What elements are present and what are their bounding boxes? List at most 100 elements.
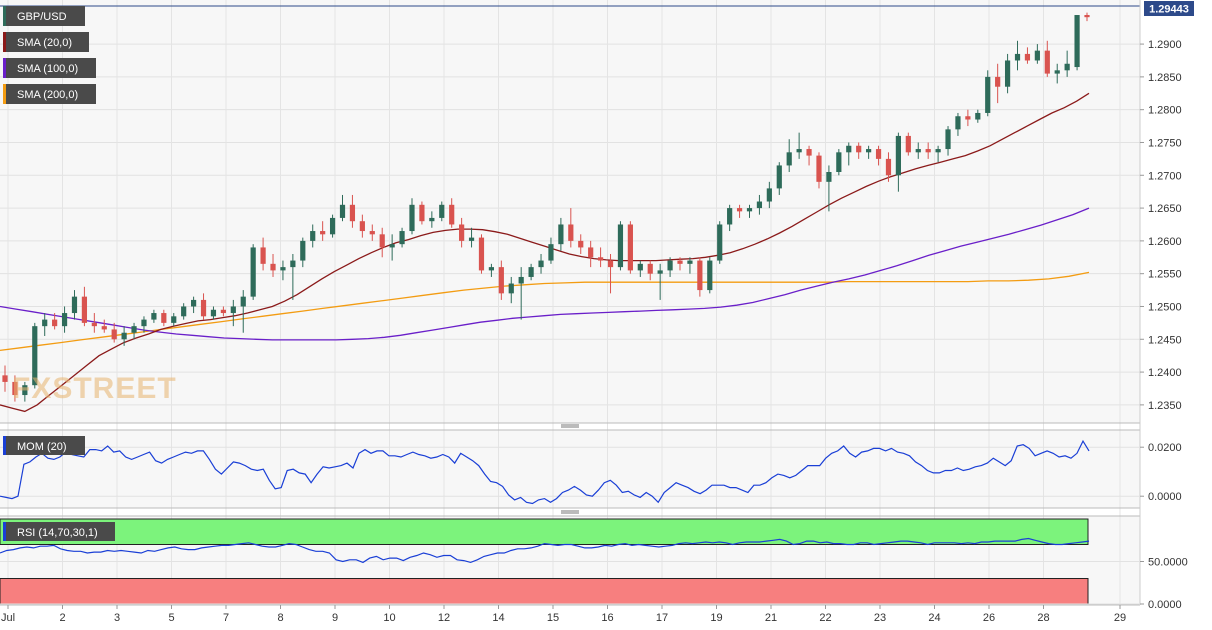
candle (181, 303, 187, 320)
candle (826, 165, 832, 212)
candle (687, 257, 693, 274)
candle (806, 145, 812, 166)
candle (637, 260, 643, 277)
legend-label: GBP/USD (17, 11, 67, 23)
candle (1054, 63, 1060, 84)
candle (538, 254, 544, 274)
svg-text:1.29443: 1.29443 (1149, 4, 1189, 16)
candle (578, 234, 584, 254)
candle (290, 254, 296, 300)
candle (746, 204, 753, 218)
candle (508, 276, 514, 304)
candle (945, 126, 951, 156)
legend-swatch (3, 58, 6, 78)
candle (856, 142, 862, 159)
y-tick-label: 1.2700 (1148, 170, 1182, 182)
candle (459, 217, 465, 248)
candle (905, 132, 911, 156)
candle (766, 181, 772, 209)
candle (985, 70, 991, 117)
y-tick-label: 1.2850 (1148, 72, 1182, 84)
candle (836, 149, 842, 176)
last-price-tag: 1.29443 (1144, 1, 1194, 16)
candle (498, 260, 504, 300)
candle (965, 109, 971, 127)
candle (518, 267, 524, 320)
candle (1074, 15, 1080, 71)
candle (369, 224, 375, 241)
candle (131, 322, 137, 340)
y-tick-label: 1.2400 (1148, 367, 1182, 379)
candle (995, 63, 1001, 104)
x-tick-label: 28 (1037, 612, 1049, 624)
candle (915, 142, 921, 159)
panel-resize-handle[interactable] (561, 510, 579, 514)
x-tick-label: 3 (114, 612, 120, 624)
candle (1084, 12, 1090, 22)
candle (667, 257, 673, 277)
candle (379, 227, 385, 258)
candle (866, 145, 872, 159)
candle (796, 132, 802, 159)
candle (727, 204, 733, 232)
rsi-grid (0, 561, 1140, 605)
candle (200, 293, 207, 320)
x-tick-label: 22 (819, 612, 831, 624)
candle (310, 224, 316, 248)
candle (349, 194, 356, 228)
candle (449, 198, 455, 228)
mom-y-tick-label: 0.0200 (1148, 442, 1182, 454)
candle (1024, 47, 1031, 64)
x-tick-label: 7 (223, 612, 229, 624)
candle (71, 290, 78, 320)
candle (955, 112, 961, 136)
candle (975, 109, 981, 123)
x-tick-label: 17 (656, 612, 668, 624)
candle (151, 309, 157, 323)
x-tick-label: 8 (277, 612, 283, 624)
candle (468, 227, 475, 248)
x-tick-label: 26 (983, 612, 995, 624)
x-tick-label: 19 (710, 612, 722, 624)
y-tick-label: 1.2900 (1148, 39, 1182, 51)
y-tick-label: 1.2600 (1148, 236, 1182, 248)
mom-y-tick-label: 0.0000 (1148, 491, 1182, 503)
candle (488, 263, 495, 277)
candle (617, 221, 624, 271)
legend-swatch (3, 84, 6, 104)
candle (558, 217, 564, 251)
candle (101, 319, 107, 333)
candle (300, 237, 306, 268)
legend-label: SMA (20,0) (17, 37, 72, 49)
candle (707, 257, 713, 294)
candle (359, 214, 365, 238)
legend-item: GBP/USD (3, 6, 85, 26)
panel-resize-handle[interactable] (561, 424, 579, 428)
y-tick-label: 1.2650 (1148, 203, 1182, 215)
candle (756, 194, 763, 215)
candle (548, 237, 554, 264)
rsi-y-tick-label: 0.0000 (1148, 599, 1182, 611)
x-tick-label: 5 (168, 612, 174, 624)
price-y-axis: 1.2350 1.2400 1.2450 1.2500 1.2550 1.2600 1.26… (1140, 39, 1188, 611)
candle (776, 162, 782, 195)
candle (588, 240, 594, 268)
candle (250, 244, 256, 300)
candle (875, 145, 882, 166)
x-tick-label: 15 (547, 612, 559, 624)
candle (22, 381, 28, 402)
x-tick-label: 29 (1114, 612, 1126, 624)
candle (171, 313, 177, 327)
y-tick-label: 1.2500 (1148, 301, 1182, 313)
mom-grid (0, 446, 1140, 497)
candle (885, 152, 892, 182)
x-tick-label: 21 (765, 612, 777, 624)
candle (1004, 53, 1011, 94)
rsi-oversold-zone (0, 578, 1089, 605)
x-tick-label: 14 (492, 612, 504, 624)
legend-item: SMA (20,0) (3, 32, 89, 52)
candle (568, 208, 574, 248)
candle (895, 132, 901, 192)
